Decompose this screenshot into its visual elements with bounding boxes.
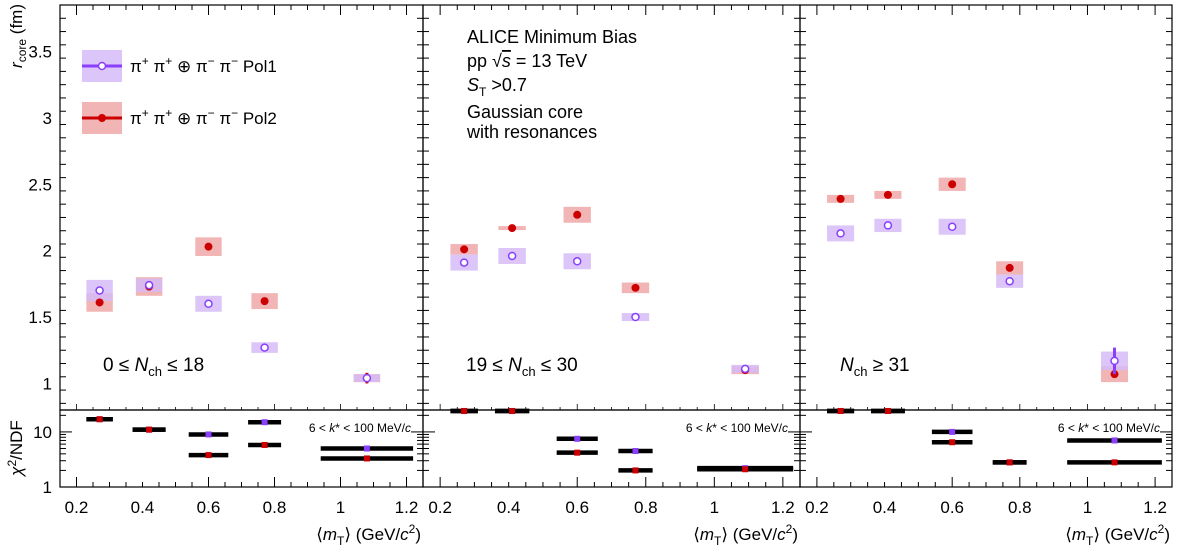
y-tick-label-ratio: 1 <box>43 478 52 497</box>
x-tick-label: 0.4 <box>497 498 521 517</box>
pol1-point <box>144 280 154 290</box>
pol1-chi2-marker <box>574 435 581 442</box>
annotation-line: Gaussian core <box>467 102 583 122</box>
pol1-point <box>947 222 957 232</box>
panel-label: 0 ≤ Nch ≤ 18 <box>103 355 204 379</box>
pol1-point <box>507 251 517 261</box>
x-tick-label: 1 <box>336 498 345 517</box>
y-tick-label: 3.5 <box>28 42 52 61</box>
pol2-chi2-marker <box>837 407 844 414</box>
pol2-point <box>573 210 582 219</box>
legend-label: π+ π+ ⊕ π− π− Pol2 <box>130 106 277 128</box>
y-tick-label: 2 <box>43 242 52 261</box>
pol1-point <box>631 312 640 322</box>
x-tick-label: 1.2 <box>771 498 795 517</box>
pol1-point <box>836 229 845 238</box>
pol2-point <box>508 224 517 233</box>
pol2-point <box>948 180 957 189</box>
pol2-chi2-marker <box>884 407 891 414</box>
pol2-chi2-marker <box>1111 459 1118 466</box>
pol2-point <box>260 297 269 306</box>
x-tick-label: 1 <box>710 498 719 517</box>
pol1-chi2-marker <box>632 448 639 455</box>
x-tick-label: 0.2 <box>65 498 89 517</box>
x-tick-label: 0.6 <box>940 498 964 517</box>
y-tick-label-ratio: 10 <box>33 423 52 442</box>
pol2-chi2-marker <box>1006 459 1013 466</box>
pol2-point <box>836 194 845 203</box>
pol1-chi2-marker <box>363 445 370 452</box>
pol1-point <box>572 257 582 266</box>
y-tick-label: 3 <box>43 109 52 128</box>
annotation-line: with resonances <box>466 122 597 142</box>
x-tick-label: 0.4 <box>873 498 897 517</box>
legend-marker-pol2 <box>98 114 106 122</box>
x-tick-label: 0.8 <box>1008 498 1032 517</box>
pol1-point <box>883 221 893 230</box>
x-tick-label: 0.2 <box>428 498 452 517</box>
x-axis-title: ⟨mT⟩ (GeV/c2) <box>693 522 798 548</box>
y-tick-label: 1.5 <box>28 308 52 327</box>
x-tick-label: 0.6 <box>197 498 221 517</box>
pol1-point <box>204 299 213 309</box>
pol2-chi2-marker <box>461 407 468 414</box>
pol2-point <box>883 190 892 199</box>
x-tick-label: 1 <box>1083 498 1092 517</box>
pol1-chi2-marker <box>205 431 212 438</box>
legend-label: π+ π+ ⊕ π− π− Pol1 <box>130 54 277 76</box>
pol2-chi2-marker <box>205 452 212 459</box>
pol2-chi2-marker <box>742 466 749 473</box>
pol2-chi2-marker <box>509 407 516 414</box>
pol2-point <box>95 298 104 307</box>
x-axis-title: ⟨mT⟩ (GeV/c2) <box>1065 522 1170 548</box>
annotation-line: ALICE Minimum Bias <box>467 27 637 47</box>
pol2-point <box>1005 263 1014 272</box>
kstar-label: 6 < k* < 100 MeV/c <box>1058 421 1160 435</box>
y-axis-title-main: rcore (fm) <box>7 4 29 68</box>
pol2-chi2-marker <box>146 426 153 433</box>
x-axis-title: ⟨mT⟩ (GeV/c2) <box>316 522 421 548</box>
panel-label: Nch ≥ 31 <box>840 355 910 379</box>
pol2-point <box>631 283 640 292</box>
pol2-point <box>460 245 469 254</box>
pol1-point <box>1005 276 1014 286</box>
y-axis-title-ratio: χ2/NDF <box>5 420 26 478</box>
annotation-line: pp √s = 13 TeV <box>467 51 587 71</box>
y-tick-label: 2.5 <box>28 175 52 194</box>
x-tick-label: 0.2 <box>805 498 829 517</box>
x-tick-label: 1.2 <box>1143 498 1167 517</box>
x-tick-label: 0.6 <box>565 498 589 517</box>
pol1-point <box>459 258 469 267</box>
annotation-line: ST >0.7 <box>467 75 527 99</box>
pol1-chi2-marker <box>261 419 268 426</box>
pol1-chi2-marker <box>1111 437 1118 444</box>
pol2-chi2-marker <box>574 449 581 456</box>
x-tick-label: 0.4 <box>131 498 155 517</box>
pol1-point <box>95 286 104 295</box>
pol2-chi2-marker <box>949 439 956 446</box>
pol1-chi2-marker <box>949 428 956 435</box>
pol2-point <box>204 242 213 251</box>
x-tick-label: 0.8 <box>634 498 658 517</box>
pol1-point <box>260 343 269 352</box>
pol2-chi2-marker <box>96 416 103 423</box>
pol2-chi2-marker <box>363 455 370 462</box>
pol2-chi2-marker <box>632 467 639 474</box>
panel-label: 19 ≤ Nch ≤ 30 <box>466 355 578 379</box>
pol1-point <box>362 373 372 383</box>
kstar-label: 6 < k* < 100 MeV/c <box>309 421 411 435</box>
pol1-point <box>740 364 750 374</box>
y-tick-label: 1 <box>43 374 52 393</box>
x-tick-label: 1.2 <box>395 498 419 517</box>
panel-frame-main <box>799 4 1173 411</box>
kstar-label: 6 < k* < 100 MeV/c <box>686 421 788 435</box>
legend-marker-pol1 <box>97 61 107 71</box>
pol1-point <box>1110 356 1119 366</box>
pol2-chi2-marker <box>261 441 268 448</box>
x-tick-label: 0.8 <box>263 498 287 517</box>
